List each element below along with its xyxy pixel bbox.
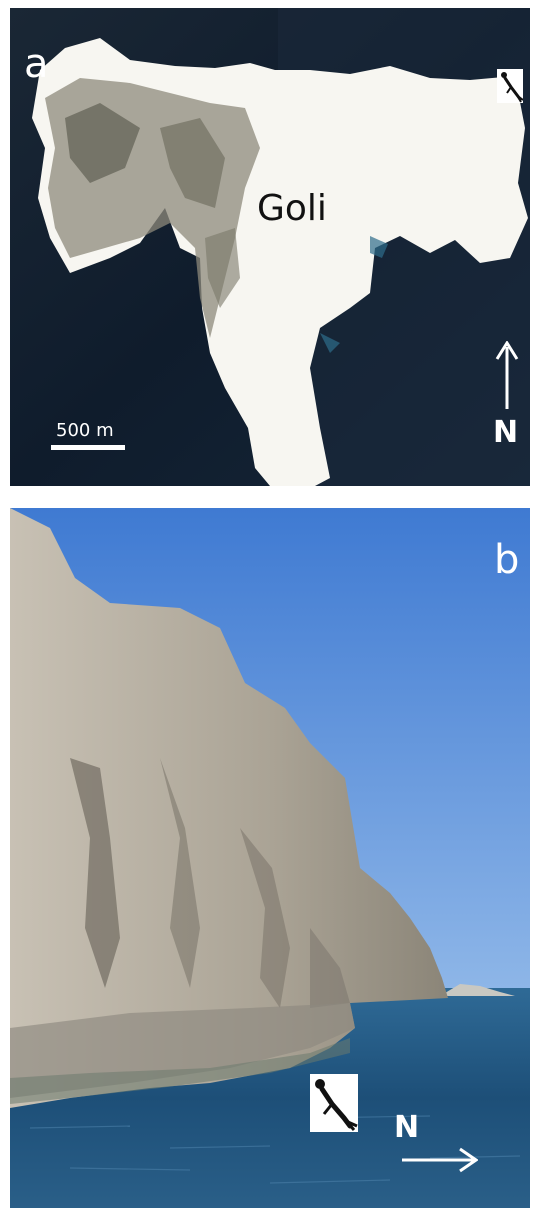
north-label-a: N [493, 415, 519, 450]
cliff-photo-panel: b N [10, 508, 530, 1208]
north-indicator-b: N [394, 1110, 478, 1175]
scale-bar-label: 500 m [56, 420, 114, 441]
satellite-image-panel: a Goli 500 m N [10, 8, 530, 486]
north-indicator-a: N [493, 341, 521, 450]
panel-label-b: b [494, 537, 520, 583]
satellite-image [10, 8, 530, 486]
cliff-shape [10, 508, 448, 1108]
north-label-b: N [394, 1110, 420, 1145]
scale-bar [51, 445, 125, 450]
diver-icon [497, 69, 523, 103]
island-name-label: Goli [257, 188, 327, 229]
diver-icon [310, 1074, 358, 1132]
north-arrow-icon [495, 341, 519, 409]
cliff-photo [10, 508, 530, 1208]
north-arrow-icon [402, 1147, 478, 1173]
panel-label-a: a [24, 41, 49, 87]
